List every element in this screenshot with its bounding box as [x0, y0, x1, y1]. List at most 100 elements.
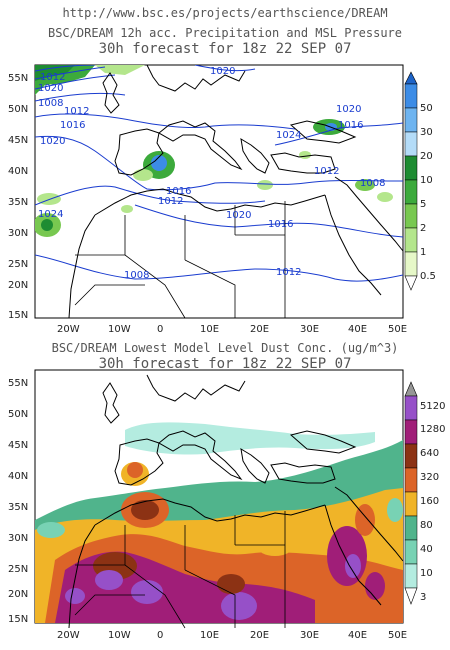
isobar-label: 1016 — [338, 120, 363, 131]
dust-area — [95, 570, 123, 590]
lat-label: 25N — [8, 564, 28, 575]
isobar-label: 1012 — [314, 166, 339, 177]
isobar-label: 1008 — [360, 178, 385, 189]
isobar-label: 1020 — [210, 66, 235, 77]
source-url: http://www.bsc.es/projects/earthscience/… — [62, 6, 388, 20]
colorbar-tick: 80 — [420, 520, 433, 531]
dust-area — [131, 500, 159, 520]
lon-label: 20W — [57, 630, 80, 641]
precip-area — [121, 205, 133, 213]
lon-label: 50E — [388, 324, 407, 335]
lat-label: 15N — [8, 310, 28, 321]
dust-area — [355, 504, 375, 536]
lon-label: 10W — [108, 324, 131, 335]
lat-label: 25N — [8, 259, 28, 270]
precip-area — [355, 179, 375, 191]
colorbar-tick: 320 — [420, 472, 439, 483]
isobar-label: 1016 — [166, 186, 191, 197]
lat-label: 45N — [8, 440, 28, 451]
dust-area — [365, 572, 385, 600]
precip-area — [95, 65, 145, 75]
colorbar-tick: 5120 — [420, 401, 445, 412]
isobar-label: 1012 — [276, 267, 301, 278]
dust-area — [345, 554, 361, 578]
dust-area — [217, 574, 245, 594]
dust-area — [37, 522, 65, 538]
lat-label: 15N — [8, 614, 28, 625]
colorbar-cell — [404, 395, 418, 421]
colorbar-cell — [404, 443, 418, 469]
panel1-title: BSC/DREAM 12h acc. Precipitation and MSL… — [47, 26, 402, 40]
colorbar-cell — [404, 227, 418, 253]
panel1-lon-axis: 20W 10W 0 10E 20E 30E 40E 50E — [57, 324, 407, 335]
precip-area — [151, 155, 167, 171]
panel2-colorbar: 5120 1280 640 320 160 80 40 10 3 — [404, 381, 445, 605]
colorbar-tick: 3 — [420, 592, 426, 603]
isobar-label: 1020 — [40, 136, 65, 147]
isobar-label: 1008 — [124, 270, 149, 281]
colorbar-cell — [404, 539, 418, 565]
lat-label: 50N — [8, 409, 28, 420]
lat-label: 20N — [8, 589, 28, 600]
colorbar-tick: 10 — [420, 175, 433, 186]
lon-label: 10W — [108, 630, 131, 641]
isobar-label: 1016 — [60, 120, 85, 131]
colorbar-tick: 50 — [420, 103, 433, 114]
colorbar-top-arrow — [404, 381, 418, 397]
lon-label: 30E — [300, 630, 319, 641]
colorbar-tick: 1 — [420, 247, 426, 258]
precip-area — [377, 192, 393, 202]
colorbar-tick: 1280 — [420, 424, 445, 435]
colorbar-tick: 10 — [420, 568, 433, 579]
colorbar-cell — [404, 83, 418, 109]
lon-label: 50E — [388, 630, 407, 641]
colorbar-cell — [404, 131, 418, 157]
colorbar-tick: 0.5 — [420, 271, 436, 282]
lat-label: 30N — [8, 228, 28, 239]
dust-area — [125, 422, 375, 455]
lat-label: 45N — [8, 135, 28, 146]
panel2-map: 55N 50N 45N 40N 35N 30N 25N 20N 15N 20W … — [8, 369, 445, 641]
lon-label: 0 — [157, 630, 163, 641]
panel2-lon-axis: 20W 10W 0 10E 20E 30E 40E 50E — [57, 630, 407, 641]
isobar-label: 1020 — [226, 210, 251, 221]
isobar-label: 1024 — [276, 130, 301, 141]
panel1-lat-axis: 55N 50N 45N 40N 35N 30N 25N 20N 15N — [8, 73, 28, 321]
dust-area — [387, 498, 403, 522]
panel2-title: BSC/DREAM Lowest Model Level Dust Conc. … — [51, 341, 399, 355]
colorbar-tick: 2 — [420, 223, 426, 234]
lat-label: 35N — [8, 502, 28, 513]
lon-label: 20W — [57, 324, 80, 335]
colorbar-tick: 640 — [420, 448, 439, 459]
panel2-subtitle: 30h forecast for 18z 22 SEP 07 — [98, 356, 352, 372]
lat-label: 55N — [8, 73, 28, 84]
isobars — [35, 65, 403, 282]
colorbar-cell — [404, 491, 418, 517]
dust-area — [131, 580, 163, 604]
lon-label: 40E — [348, 324, 367, 335]
colorbar-tick: 5 — [420, 199, 426, 210]
lon-label: 0 — [157, 324, 163, 335]
lat-label: 40N — [8, 471, 28, 482]
colorbar-cell — [404, 203, 418, 229]
isobar-label: 1024 — [38, 209, 63, 220]
colorbar-bottom-arrow — [404, 275, 418, 291]
lon-label: 10E — [200, 630, 219, 641]
lon-label: 20E — [250, 324, 269, 335]
colorbar-cell — [404, 467, 418, 493]
colorbar-cell — [404, 179, 418, 205]
panel1-colorbar: 50 30 20 10 5 2 1 0.5 — [404, 71, 436, 291]
panel1-frame — [34, 64, 404, 319]
lat-label: 40N — [8, 166, 28, 177]
isobar-label: 1020 — [38, 83, 63, 94]
colorbar-tick: 20 — [420, 151, 433, 162]
panel1-map: 1020 1008 1012 1016 1020 1024 1016 1012 … — [8, 64, 436, 335]
isobar-label: 1012 — [158, 196, 183, 207]
colorbar-tick: 40 — [420, 544, 433, 555]
lat-label: 50N — [8, 104, 28, 115]
lat-label: 55N — [8, 378, 28, 389]
precip-area — [257, 180, 273, 190]
lon-label: 10E — [200, 324, 219, 335]
colorbar-cell — [404, 251, 418, 277]
